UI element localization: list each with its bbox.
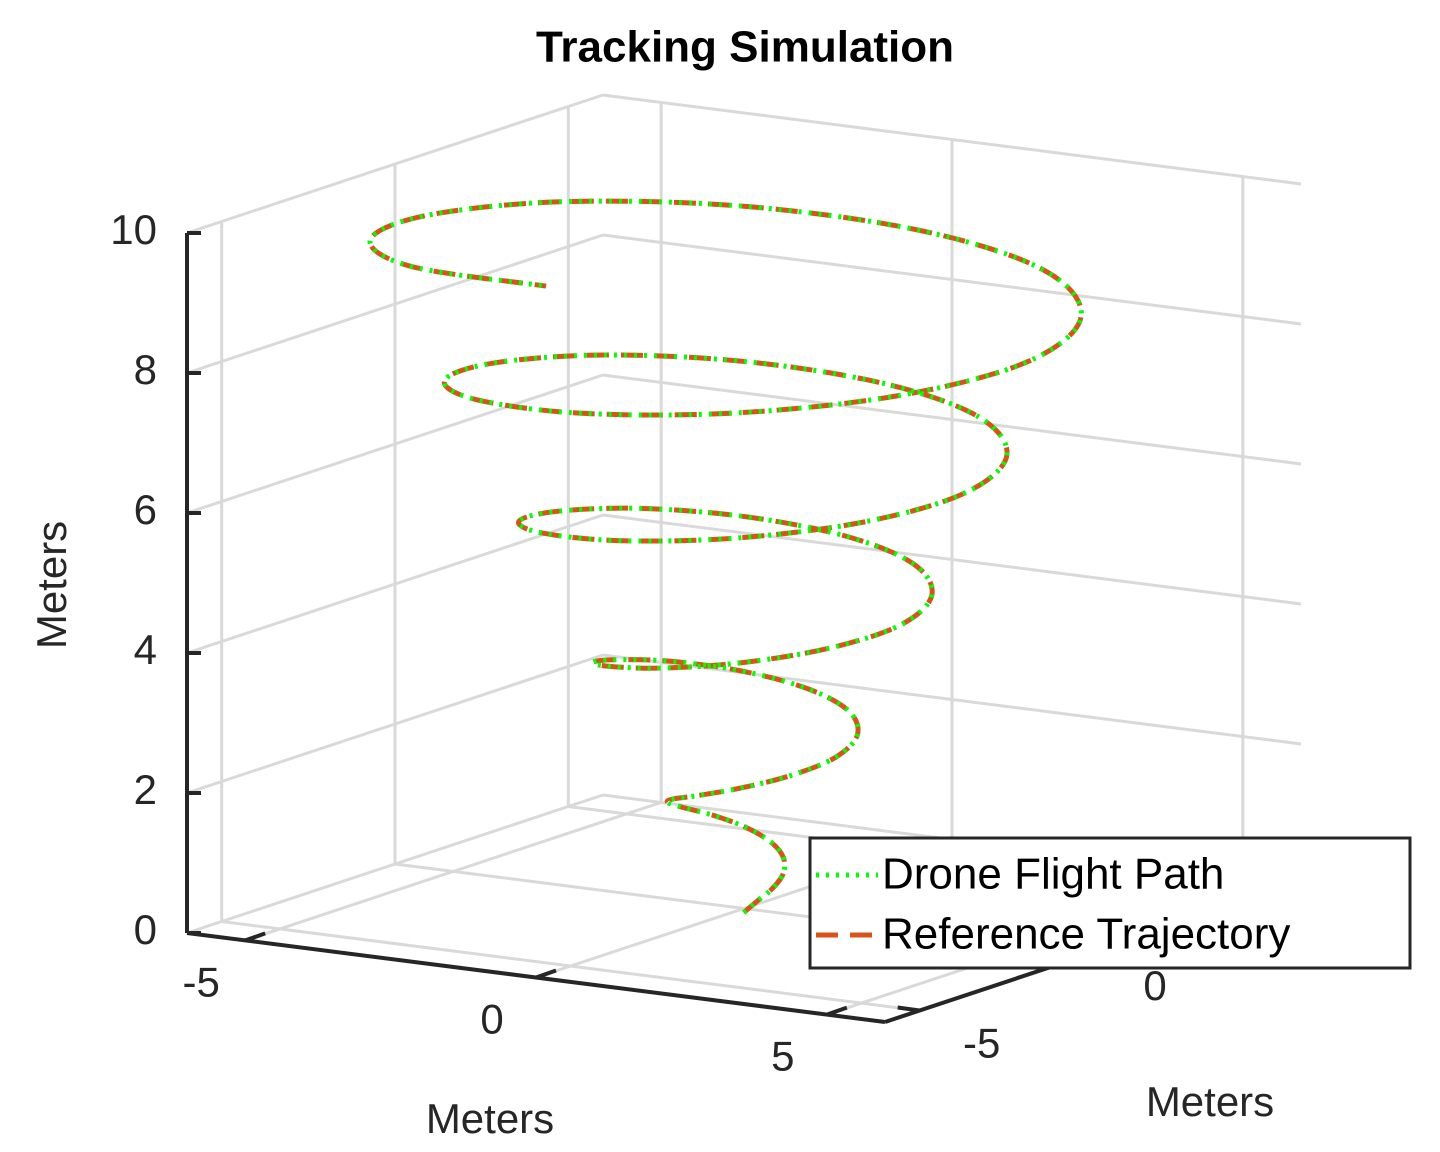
series-line — [367, 198, 1084, 915]
z-tick-label: 0 — [134, 906, 157, 953]
grid-line — [602, 233, 1302, 326]
legend-label: Drone Flight Path — [882, 850, 1224, 899]
grid-line — [221, 920, 920, 1012]
grid-line — [186, 373, 604, 515]
x-tick — [826, 1005, 848, 1017]
y-axis-label: Meters — [1146, 1078, 1274, 1125]
x-tick-label: 0 — [480, 996, 503, 1043]
z-tick-label: 10 — [110, 206, 157, 253]
grid-line — [602, 93, 1302, 186]
z-tick-label: 8 — [134, 346, 157, 393]
x-axis-label: Meters — [426, 1095, 554, 1142]
x-tick-label: 5 — [771, 1033, 794, 1080]
z-axis-label: Meters — [28, 521, 75, 649]
grid-line — [186, 653, 604, 795]
grid-line — [602, 373, 1302, 466]
grid-line — [186, 93, 604, 235]
y-tick-label: -5 — [963, 1020, 1000, 1067]
grid-line — [186, 233, 604, 375]
z-tick-label: 4 — [134, 626, 157, 673]
y-tick — [897, 1005, 920, 1013]
z-tick-label: 2 — [134, 766, 157, 813]
y-tick-label: 0 — [1143, 962, 1166, 1009]
x-tick-label: -5 — [182, 959, 219, 1006]
grid-line — [602, 653, 1302, 746]
grid-line — [186, 513, 604, 655]
legend-label: Reference Trajectory — [882, 910, 1290, 959]
x-tick — [244, 931, 266, 943]
z-tick-label: 6 — [134, 486, 157, 533]
legend-box — [808, 836, 1412, 970]
grid-line — [186, 793, 604, 935]
x-tick — [535, 968, 557, 980]
chart-title: Tracking Simulation — [536, 23, 954, 72]
grid-line — [602, 513, 1302, 606]
